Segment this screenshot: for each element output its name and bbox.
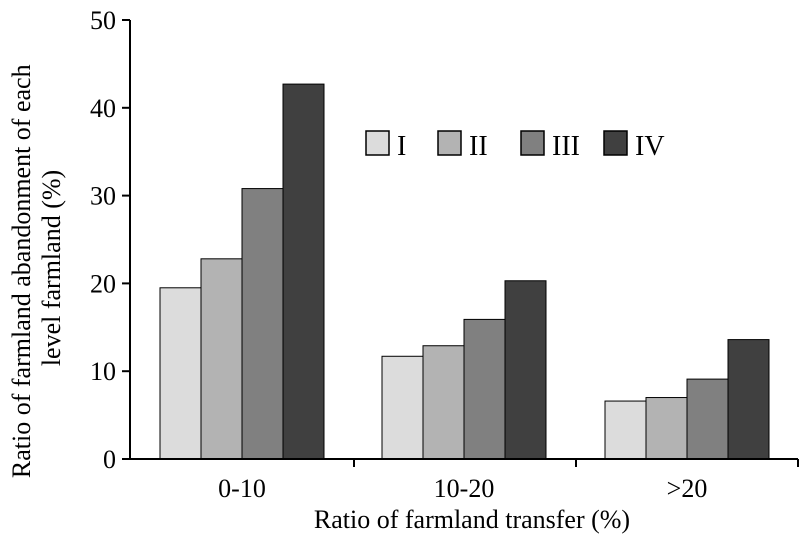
legend-swatch-I xyxy=(365,130,390,156)
y-axis-title-line-1: Ratio of farmland abandonment of each xyxy=(7,64,36,478)
bar-IV-1 xyxy=(504,280,547,460)
bar-I-0 xyxy=(159,287,202,460)
y-tick-label: 30 xyxy=(90,182,116,211)
y-tick-label: 40 xyxy=(90,94,116,123)
y-tick-label: 0 xyxy=(103,445,116,474)
x-tick-label: 10-20 xyxy=(434,474,495,503)
y-tick-label: 10 xyxy=(90,357,116,386)
bar-III-1 xyxy=(463,318,506,460)
x-tick-label: 0-10 xyxy=(218,474,266,503)
legend-swatch-IV xyxy=(603,130,628,156)
x-ticks-group: 0-10 10-20 >20 xyxy=(218,459,799,503)
legend-swatch-III xyxy=(520,130,545,156)
axes-group xyxy=(129,20,798,460)
x-tick-label: >20 xyxy=(667,474,708,503)
bar-IV-2 xyxy=(727,339,770,460)
legend-swatch-II xyxy=(437,130,462,156)
y-tick-label: 20 xyxy=(90,269,116,298)
y-tick-label: 50 xyxy=(90,6,116,35)
bar-IV-0 xyxy=(282,83,325,460)
bar-I-1 xyxy=(381,355,424,460)
bar-II-2 xyxy=(645,397,688,460)
legend: I II III IV xyxy=(365,130,665,162)
x-axis-title: Ratio of farmland transfer (%) xyxy=(314,505,630,534)
legend-label-I: I xyxy=(397,131,406,162)
y-ticks-group: 0 10 20 30 40 50 xyxy=(90,6,130,474)
bars-group xyxy=(159,83,770,460)
bar-III-0 xyxy=(241,188,284,460)
legend-label-II: II xyxy=(469,131,488,162)
bar-I-2 xyxy=(604,400,647,460)
bar-II-1 xyxy=(422,345,465,460)
bar-II-0 xyxy=(200,258,243,460)
y-axis-title-line-2: level farmland (%) xyxy=(37,170,66,366)
y-axis-title: Ratio of farmland abandonment of each le… xyxy=(7,58,66,478)
legend-label-III: III xyxy=(552,131,580,162)
bar-III-2 xyxy=(686,378,729,460)
legend-label-IV: IV xyxy=(635,131,665,162)
